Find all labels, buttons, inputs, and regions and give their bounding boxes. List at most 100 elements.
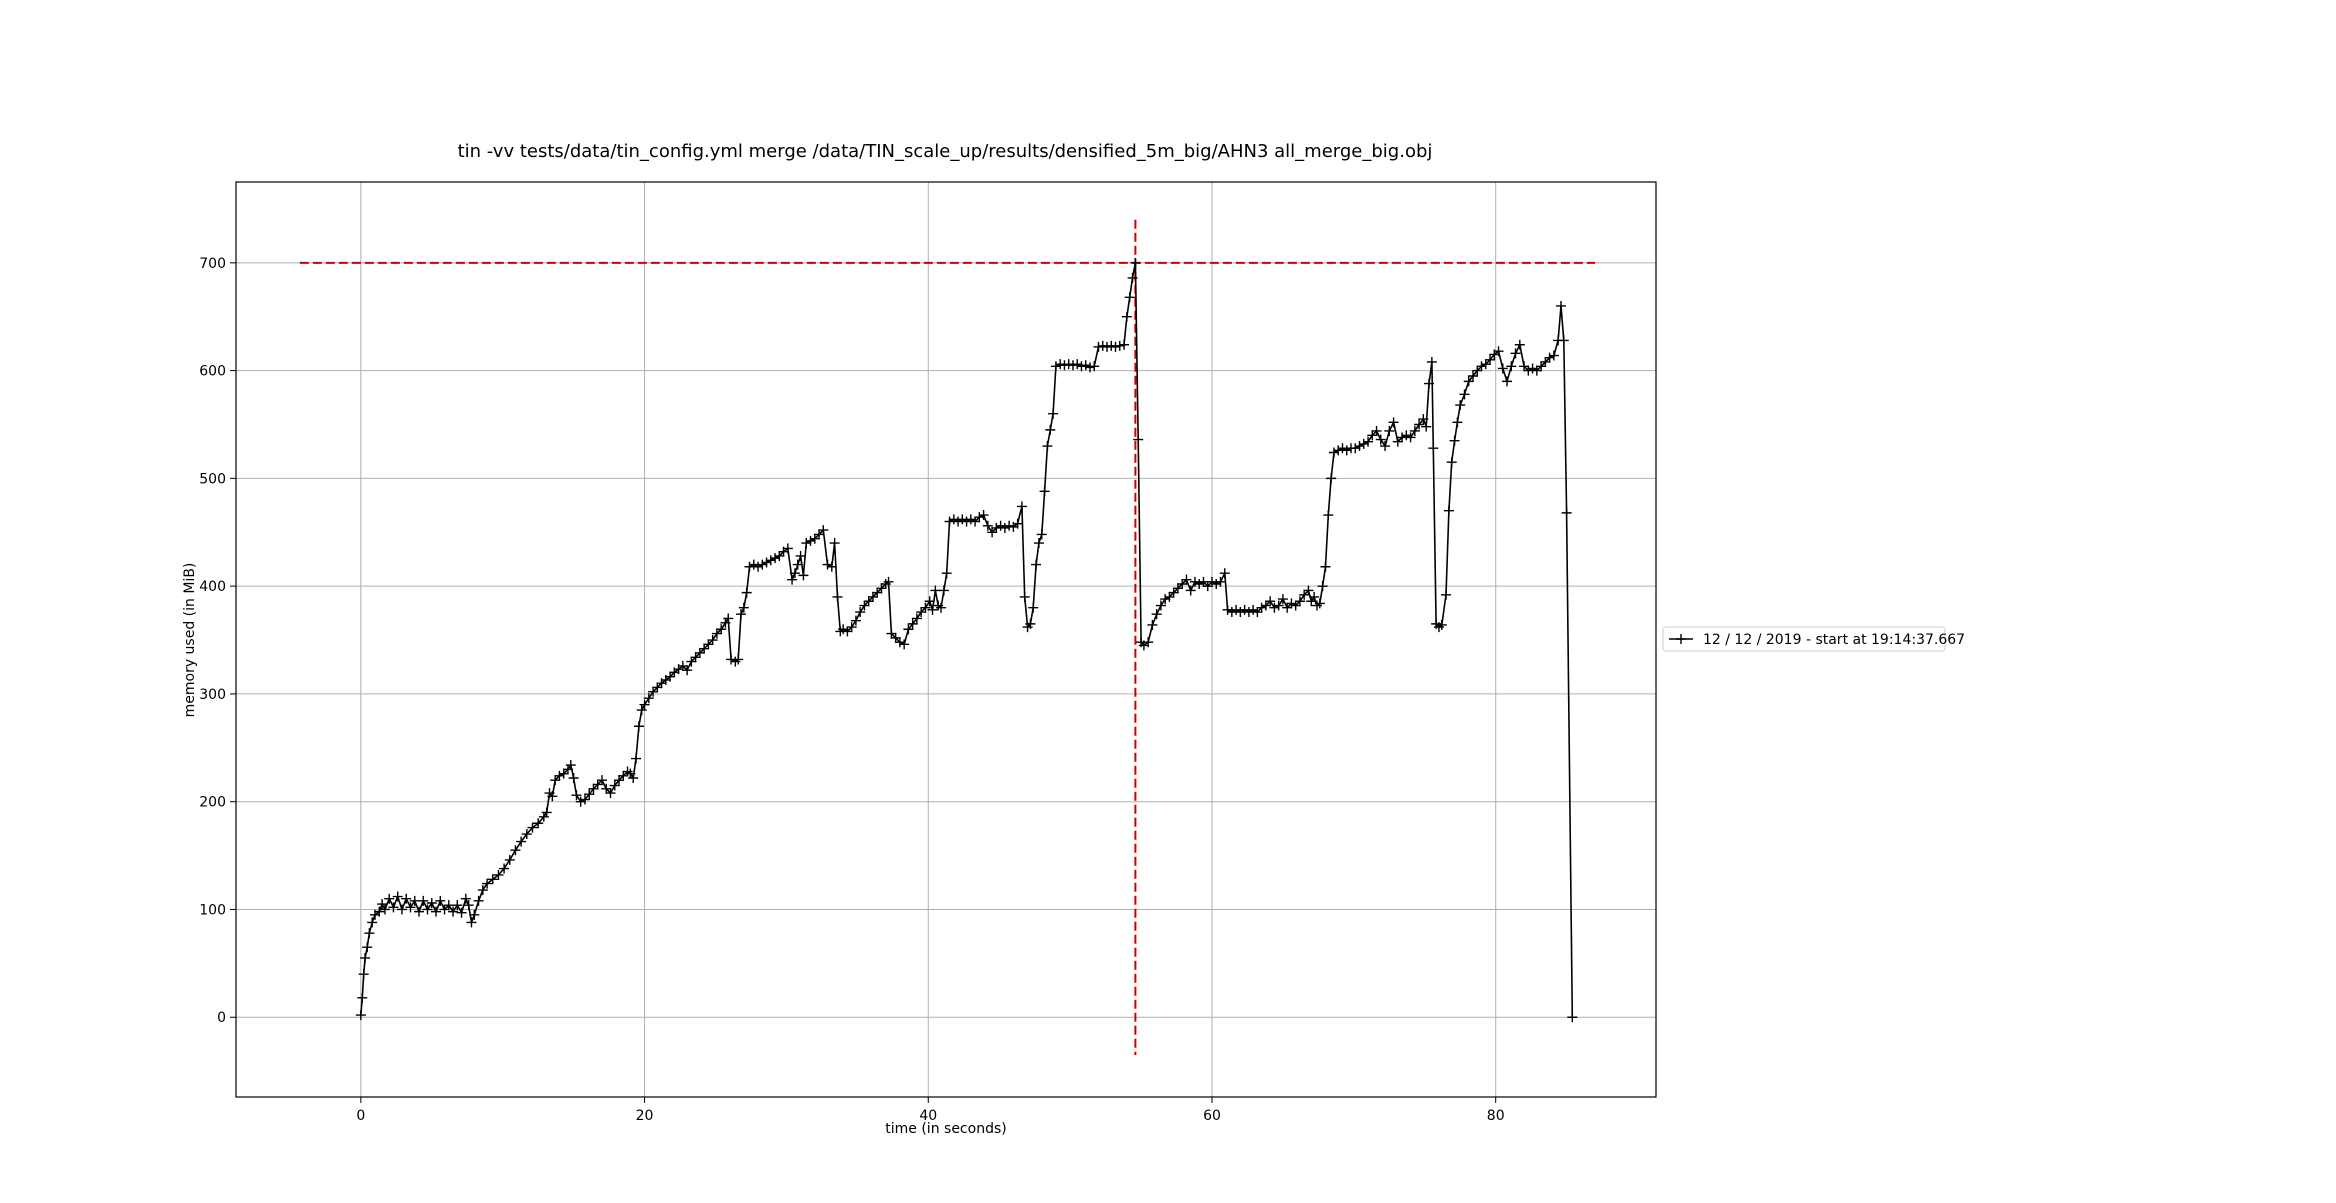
data-point	[487, 874, 498, 885]
data-point	[1463, 376, 1474, 387]
data-point	[1130, 257, 1141, 268]
data-point	[1485, 354, 1496, 365]
data-point	[1567, 1012, 1578, 1023]
data-point	[703, 639, 714, 650]
legend-box	[1662, 626, 1946, 652]
data-point	[876, 583, 887, 594]
data-point	[609, 780, 620, 791]
data-point	[899, 639, 910, 650]
data-point	[1265, 596, 1276, 607]
y-tick-label: 500	[199, 471, 226, 487]
data-point	[936, 602, 947, 613]
data-point	[1243, 607, 1254, 618]
data-point	[547, 791, 558, 802]
data-point	[711, 628, 722, 639]
data-point	[1226, 607, 1237, 618]
data-point	[903, 624, 914, 635]
data-point	[639, 699, 650, 710]
data-point	[1219, 568, 1230, 579]
data-point	[1392, 436, 1403, 447]
data-point	[384, 893, 395, 904]
data-point	[1119, 339, 1130, 350]
data-point	[1215, 576, 1226, 587]
data-point	[396, 904, 407, 915]
data-point	[927, 604, 938, 615]
data-point	[741, 587, 752, 598]
data-point	[665, 671, 676, 682]
data-point	[379, 904, 390, 915]
y-tick-label: 300	[199, 687, 226, 703]
data-point	[482, 878, 493, 889]
data-point	[941, 568, 952, 579]
data-point	[1449, 435, 1460, 446]
data-point	[716, 624, 727, 635]
reference-lines	[299, 219, 1596, 1055]
data-point	[1202, 581, 1213, 592]
data-point	[809, 533, 820, 544]
data-point	[1222, 604, 1233, 615]
data-point	[1273, 600, 1284, 611]
data-point	[1211, 578, 1222, 589]
data-point	[614, 775, 625, 786]
data-point	[1055, 359, 1066, 370]
data-point	[795, 550, 806, 561]
data-point	[554, 770, 565, 781]
data-point	[1031, 559, 1042, 570]
data-point	[355, 1010, 366, 1021]
data-point	[920, 602, 931, 613]
data-point	[863, 596, 874, 607]
data-point	[1527, 363, 1538, 374]
data-point	[995, 520, 1006, 531]
data-point	[588, 783, 599, 794]
y-axis-label: memory used (in MiB)	[182, 563, 198, 718]
data-point	[1042, 441, 1053, 452]
data-point	[1555, 300, 1566, 311]
data-point	[744, 561, 755, 572]
data-point	[1506, 361, 1517, 372]
x-tick-label: 20	[636, 1108, 654, 1124]
data-point	[633, 721, 644, 732]
y-tick-label: 200	[199, 795, 226, 811]
data-point	[1418, 414, 1429, 425]
data-point	[1004, 520, 1015, 531]
data-point	[473, 895, 484, 906]
data-point	[1093, 341, 1104, 352]
data-point	[1235, 607, 1246, 618]
data-point	[463, 900, 474, 911]
data-point	[409, 895, 420, 906]
data-point	[388, 902, 399, 913]
data-point	[924, 596, 935, 607]
data-point	[867, 591, 878, 602]
data-point	[1269, 602, 1280, 613]
data-point	[1561, 507, 1572, 518]
data-point	[707, 635, 718, 646]
y-tick-label: 600	[199, 364, 226, 380]
data-point	[636, 705, 647, 716]
data-point	[1155, 600, 1166, 611]
data-point	[1160, 594, 1171, 605]
data-point	[792, 559, 803, 570]
y-tick-label: 0	[217, 1010, 226, 1026]
data-point	[886, 628, 897, 639]
data-point	[605, 788, 616, 799]
data-point	[991, 522, 1002, 533]
data-point	[1493, 346, 1504, 357]
data-point	[1124, 292, 1135, 303]
data-point	[1299, 589, 1310, 600]
data-point	[1256, 602, 1267, 613]
y-tick-label: 100	[199, 902, 226, 918]
grid-lines	[236, 182, 1656, 1097]
data-point	[826, 561, 837, 572]
data-point	[1252, 607, 1263, 618]
data-point	[1375, 434, 1386, 445]
data-point	[1443, 505, 1454, 516]
data-point	[1519, 361, 1530, 372]
data-point	[443, 900, 454, 911]
data-point	[1367, 430, 1378, 441]
data-point	[1016, 501, 1027, 512]
data-point	[1405, 432, 1416, 443]
data-point	[1121, 311, 1132, 322]
data-point	[568, 772, 579, 783]
data-point	[1198, 576, 1209, 587]
data-point	[516, 836, 527, 847]
